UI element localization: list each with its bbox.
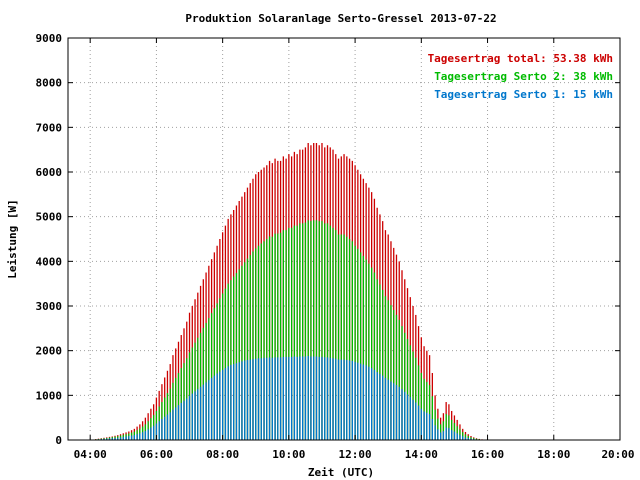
x-tick-label: 16:00 — [471, 448, 504, 461]
legend-entry-serto2: Tagesertrag Serto 2: 38 kWh — [434, 70, 613, 83]
axis-ticks: 0 1000 2000 3000 4000 5000 6000 7000 8000 9000 04:… — [36, 32, 635, 461]
plot-frame — [67, 37, 621, 441]
y-tick-label: 1000 — [36, 389, 63, 402]
y-tick-label: 5000 — [36, 211, 63, 224]
x-tick-label: 04:00 — [74, 448, 107, 461]
y-tick-label: 2000 — [36, 345, 63, 358]
x-tick-label: 08:00 — [206, 448, 239, 461]
y-tick-label: 6000 — [36, 166, 63, 179]
x-tick-label: 12:00 — [339, 448, 372, 461]
legend-entry-total: Tagesertrag total: 53.38 kWh — [428, 52, 613, 65]
y-tick-label: 8000 — [36, 77, 63, 90]
series-serto1-bars — [92, 356, 489, 440]
x-tick-label: 10:00 — [272, 448, 305, 461]
x-tick-label: 06:00 — [140, 448, 173, 461]
y-tick-label: 9000 — [36, 32, 63, 45]
chart-legend: Tagesertrag total: 53.38 kWh Tagesertrag… — [428, 52, 613, 101]
legend-entry-serto1: Tagesertrag Serto 1: 15 kWh — [434, 88, 613, 101]
x-tick-label: 20:00 — [601, 448, 634, 461]
y-tick-label: 3000 — [36, 300, 63, 313]
chart-title: Produktion Solaranlage Serto-Gressel 201… — [185, 12, 496, 25]
y-axis-label: Leistung [W] — [6, 199, 19, 278]
y-tick-label: 0 — [55, 434, 62, 447]
y-tick-label: 4000 — [36, 255, 63, 268]
y-tick-label: 7000 — [36, 121, 63, 134]
x-tick-label: 18:00 — [537, 448, 570, 461]
x-axis-label: Zeit (UTC) — [308, 466, 374, 479]
x-tick-label: 14:00 — [405, 448, 438, 461]
